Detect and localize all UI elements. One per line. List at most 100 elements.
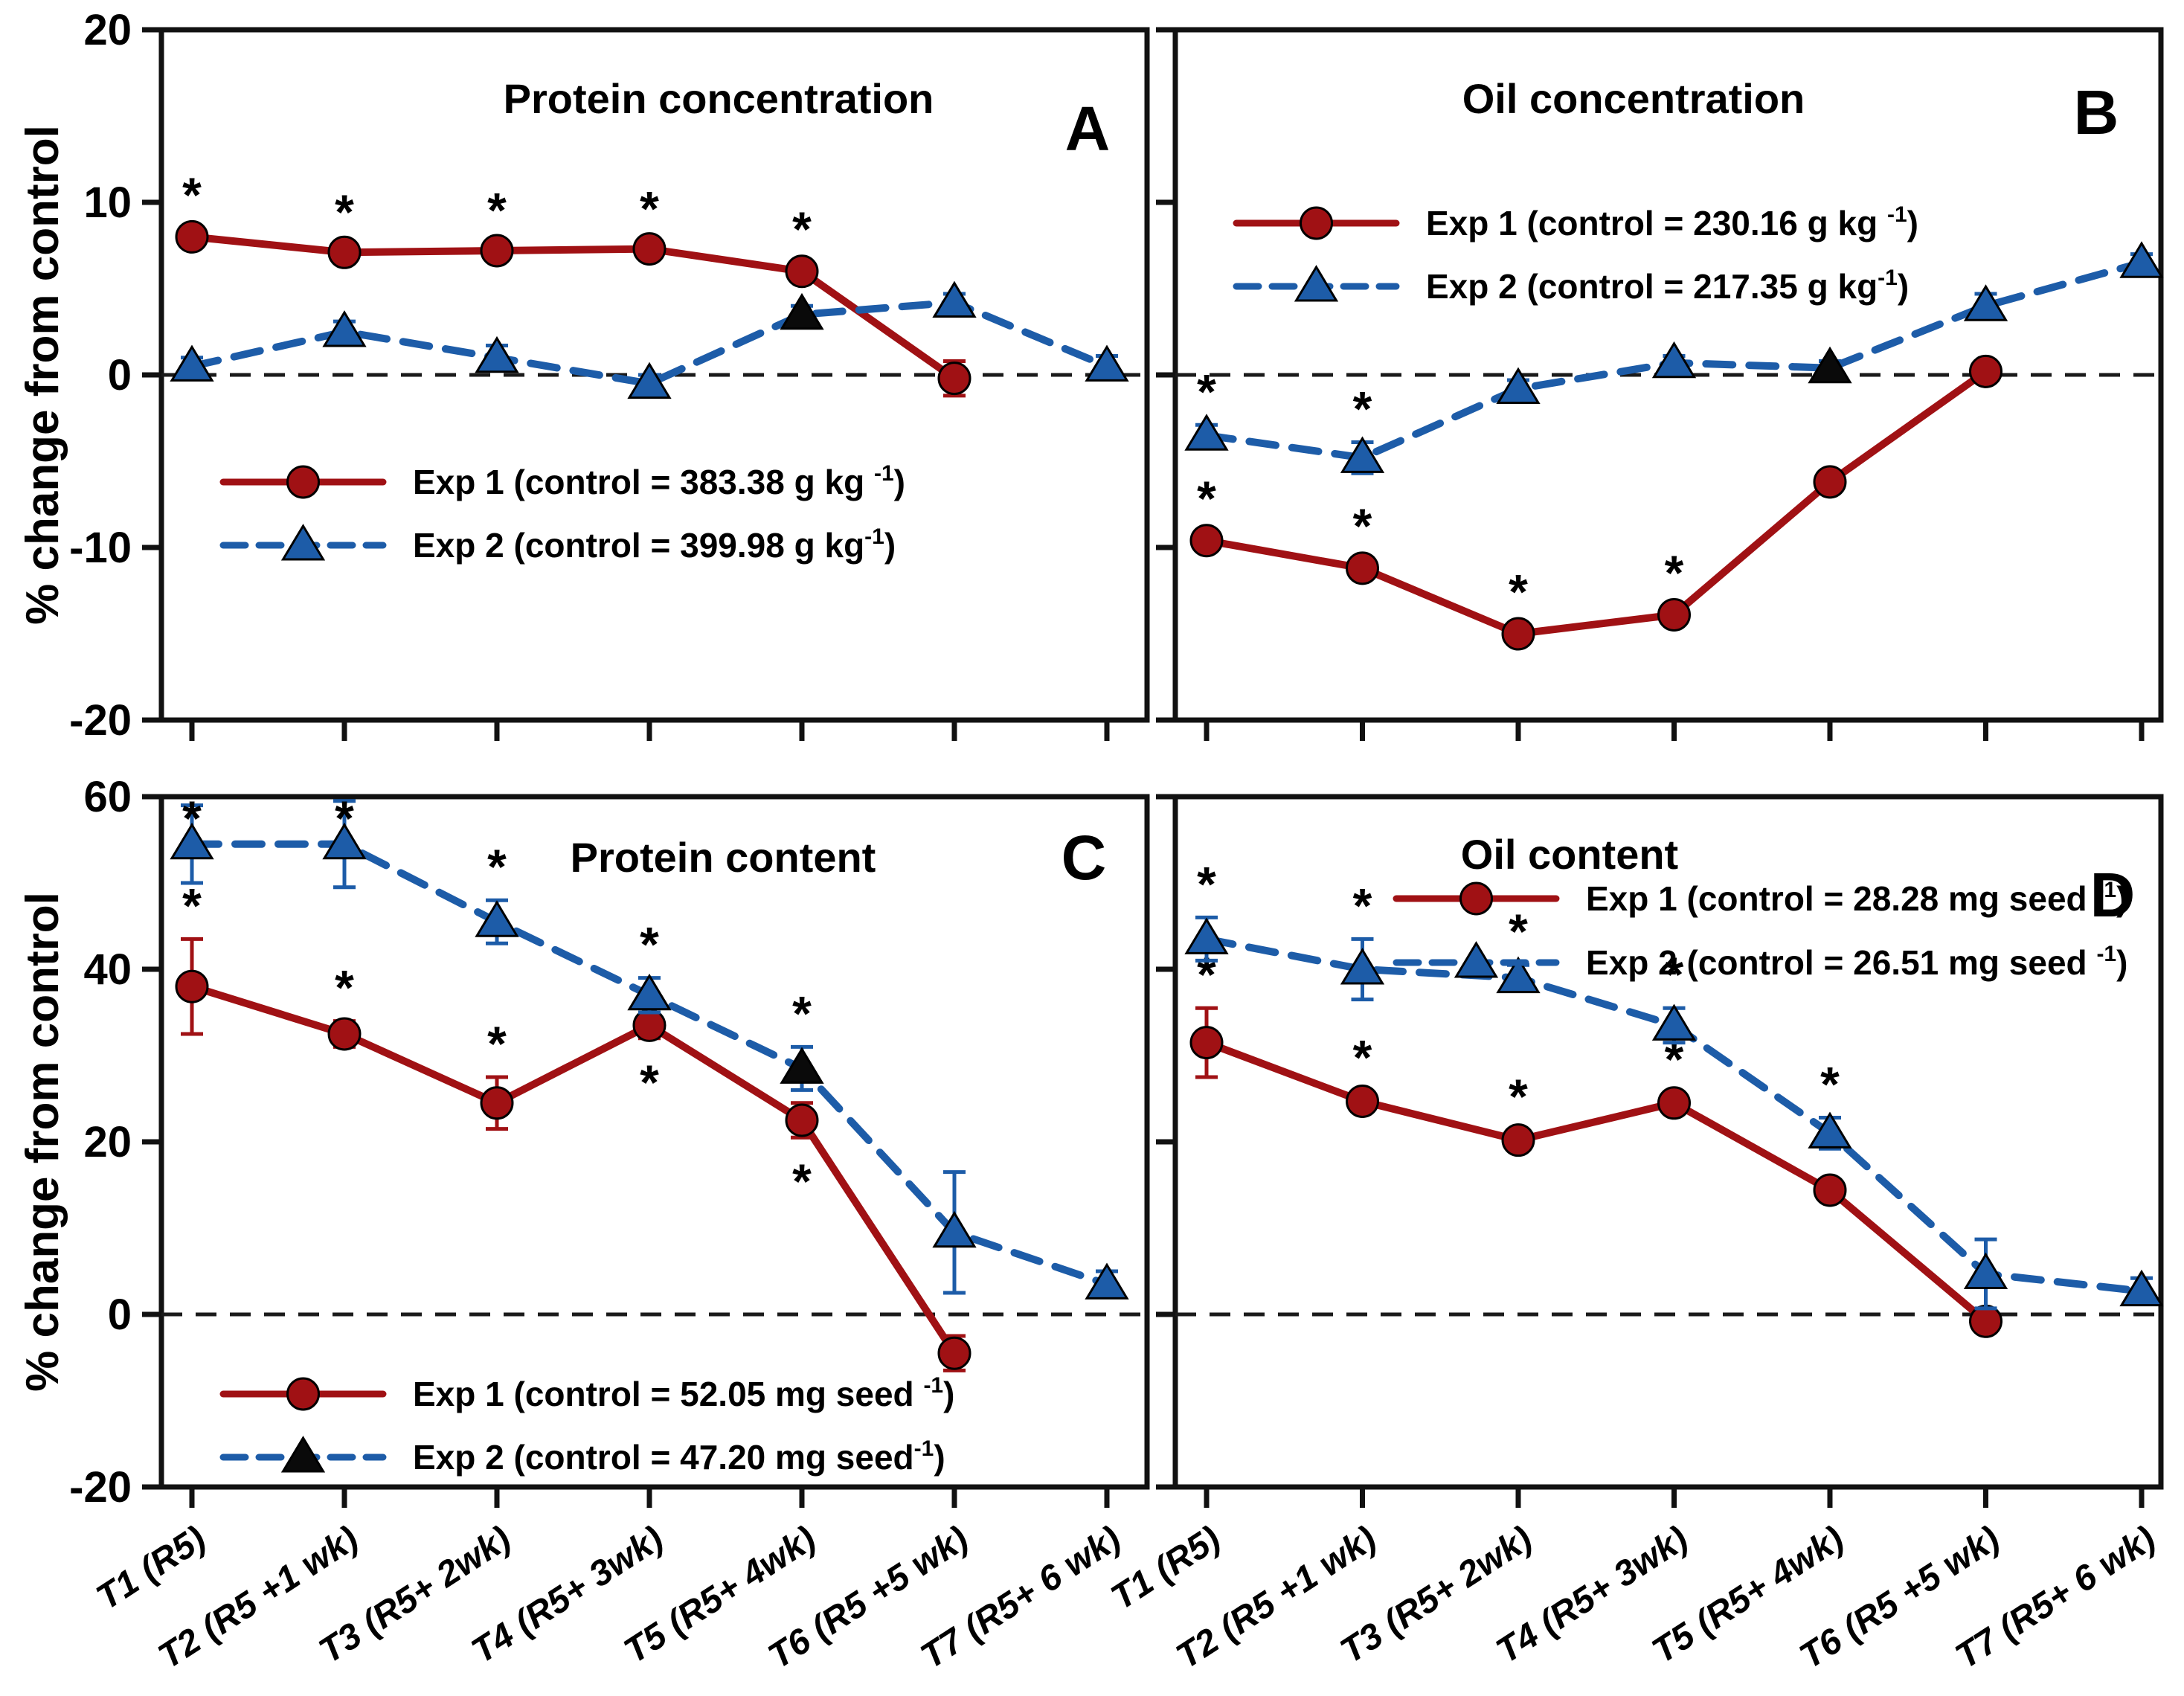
legend: Exp 1 (control = 28.28 mg seed -1) Exp 2 … xyxy=(1393,878,2127,982)
exp1-marker-t4 xyxy=(1657,597,1691,632)
legend-label: Exp 2 (control = 399.98 g kg-1) xyxy=(413,524,896,565)
legend-label: Exp 2 (control = 26.51 mg seed -1) xyxy=(1586,942,2127,982)
significance-asterisk: * xyxy=(487,183,507,238)
legend-marker-triangle xyxy=(1294,265,1339,302)
panel-letter: A xyxy=(1065,94,1111,164)
exp1-marker-t2 xyxy=(327,235,362,269)
y-tick-label: 20 xyxy=(83,6,132,54)
significance-asterisk: * xyxy=(1353,1030,1372,1085)
legend-label: Exp 2 (control = 217.35 g kg-1) xyxy=(1426,266,1909,306)
legend-marker-circle xyxy=(286,465,320,499)
exp1-marker-t5 xyxy=(1813,1173,1847,1207)
y-tick-label: -20 xyxy=(69,1463,132,1512)
exp1-marker-t3 xyxy=(480,1086,514,1120)
exp1-marker-t3 xyxy=(480,234,514,268)
exp2-marker-t7 xyxy=(2119,1269,2164,1307)
exp2-marker-t6 xyxy=(932,1210,977,1248)
y-tick-label: -10 xyxy=(69,524,132,572)
significance-asterisk: * xyxy=(1820,1057,1840,1112)
legend-marker-triangle xyxy=(1454,941,1499,978)
exp2-marker-t2 xyxy=(1340,436,1385,473)
panel-a: 20 10 0 -10 -20 * * * * * Protein concentration A Ex… xyxy=(69,6,1150,745)
y-tick-label: 0 xyxy=(108,1291,132,1339)
exp2-marker-t4 xyxy=(1651,341,1697,379)
exp1-marker-t1 xyxy=(175,219,209,254)
series-exp1: * * * * xyxy=(1189,354,2002,651)
significance-asterisk: * xyxy=(640,181,659,236)
exp2-marker-t7 xyxy=(1085,1262,1129,1300)
panel-title: Protein content xyxy=(571,834,876,881)
exp1-marker-t1 xyxy=(175,969,209,1003)
y-axis-label-row1: % change from control xyxy=(17,125,68,625)
exp2-marker-t5 xyxy=(1808,346,1852,384)
significance-asterisk: * xyxy=(182,167,202,222)
significance-asterisk: * xyxy=(792,986,812,1041)
exp1-marker-t4 xyxy=(632,232,667,266)
exp1-marker-t4 xyxy=(632,1008,667,1042)
exp1-marker-t5 xyxy=(785,254,819,289)
exp2-marker-t1 xyxy=(170,822,214,860)
significance-asterisk: * xyxy=(1353,498,1372,553)
exp2-marker-t3 xyxy=(475,900,519,937)
y-tick-label: -20 xyxy=(69,696,132,745)
exp2-marker-t5 xyxy=(1808,1111,1852,1149)
legend-item-exp1: Exp 1 (control = 52.05 mg seed -1) xyxy=(219,1373,954,1413)
exp1-marker-t5 xyxy=(1813,465,1847,499)
significance-asterisk: * xyxy=(1509,904,1528,959)
panel-title: Protein concentration xyxy=(504,75,934,122)
panel-letter: B xyxy=(2074,77,2119,147)
significance-asterisk: * xyxy=(335,791,354,846)
series-exp1: * * * * * xyxy=(175,167,971,398)
exp2-marker-t5 xyxy=(780,1047,824,1084)
significance-asterisk: * xyxy=(1197,364,1216,419)
exp2-marker-t7 xyxy=(2119,241,2164,278)
exp2-marker-t4 xyxy=(627,362,672,399)
significance-asterisk: * xyxy=(487,839,507,894)
significance-asterisk: * xyxy=(487,1016,507,1071)
exp1-marker-t6 xyxy=(937,362,971,396)
exp1-marker-t6 xyxy=(1969,1304,2002,1338)
exp1-marker-t2 xyxy=(1346,551,1379,585)
exp1-marker-t5 xyxy=(785,1103,819,1137)
panel-title: Oil content xyxy=(1461,831,1678,878)
legend-item-exp2: Exp 2 (control = 47.20 mg seed-1) xyxy=(219,1436,945,1477)
y-tick-label: 20 xyxy=(83,1118,132,1166)
exp1-marker-t2 xyxy=(327,1017,362,1051)
legend-label: Exp 1 (control = 52.05 mg seed -1) xyxy=(413,1373,954,1413)
exp1-marker-t1 xyxy=(1189,524,1224,558)
series-line xyxy=(1203,1038,1990,1326)
legend-item-exp2: Exp 2 (control = 399.98 g kg-1) xyxy=(219,524,896,565)
legend-label: Exp 1 (control = 383.38 g kg -1) xyxy=(413,461,905,501)
panel-letter: D xyxy=(2090,860,2136,930)
legend-marker-triangle xyxy=(280,524,326,561)
exp2-marker-t1 xyxy=(1184,917,1229,954)
significance-asterisk: * xyxy=(1197,856,1216,911)
exp2-marker-t3 xyxy=(475,335,519,373)
exp1-marker-t3 xyxy=(1501,1123,1535,1157)
legend: Exp 1 (control = 52.05 mg seed -1) Exp 2 … xyxy=(219,1373,954,1477)
series-exp2: * * * * * xyxy=(1184,856,2164,1311)
significance-asterisk: * xyxy=(335,960,354,1015)
legend-item-exp2: Exp 2 (control = 26.51 mg seed -1) xyxy=(1393,941,2127,982)
exp2-marker-t3 xyxy=(1496,956,1541,994)
significance-asterisk: * xyxy=(640,1055,659,1110)
y-tick-label: 0 xyxy=(108,351,132,399)
exp2-marker-t6 xyxy=(1963,1252,2008,1289)
y-tick-label: 10 xyxy=(83,179,132,227)
series-line xyxy=(188,983,958,1358)
significance-asterisk: * xyxy=(1665,947,1684,1002)
significance-asterisk: * xyxy=(1353,381,1372,436)
significance-asterisk: * xyxy=(1197,471,1216,526)
exp1-marker-t6 xyxy=(937,1336,971,1370)
panel-title: Oil concentration xyxy=(1462,75,1805,122)
exp1-marker-t1 xyxy=(1189,1026,1224,1060)
exp2-marker-t1 xyxy=(1184,414,1229,451)
legend-marker-circle xyxy=(1300,206,1333,240)
significance-asterisk: * xyxy=(1509,564,1528,619)
y-tick-label: 60 xyxy=(83,773,132,821)
exp1-marker-t4 xyxy=(1657,1086,1691,1120)
legend-item-exp1: Exp 1 (control = 28.28 mg seed -1) xyxy=(1393,878,2127,918)
significance-asterisk: * xyxy=(1665,545,1684,600)
exp1-marker-t2 xyxy=(1346,1084,1379,1118)
